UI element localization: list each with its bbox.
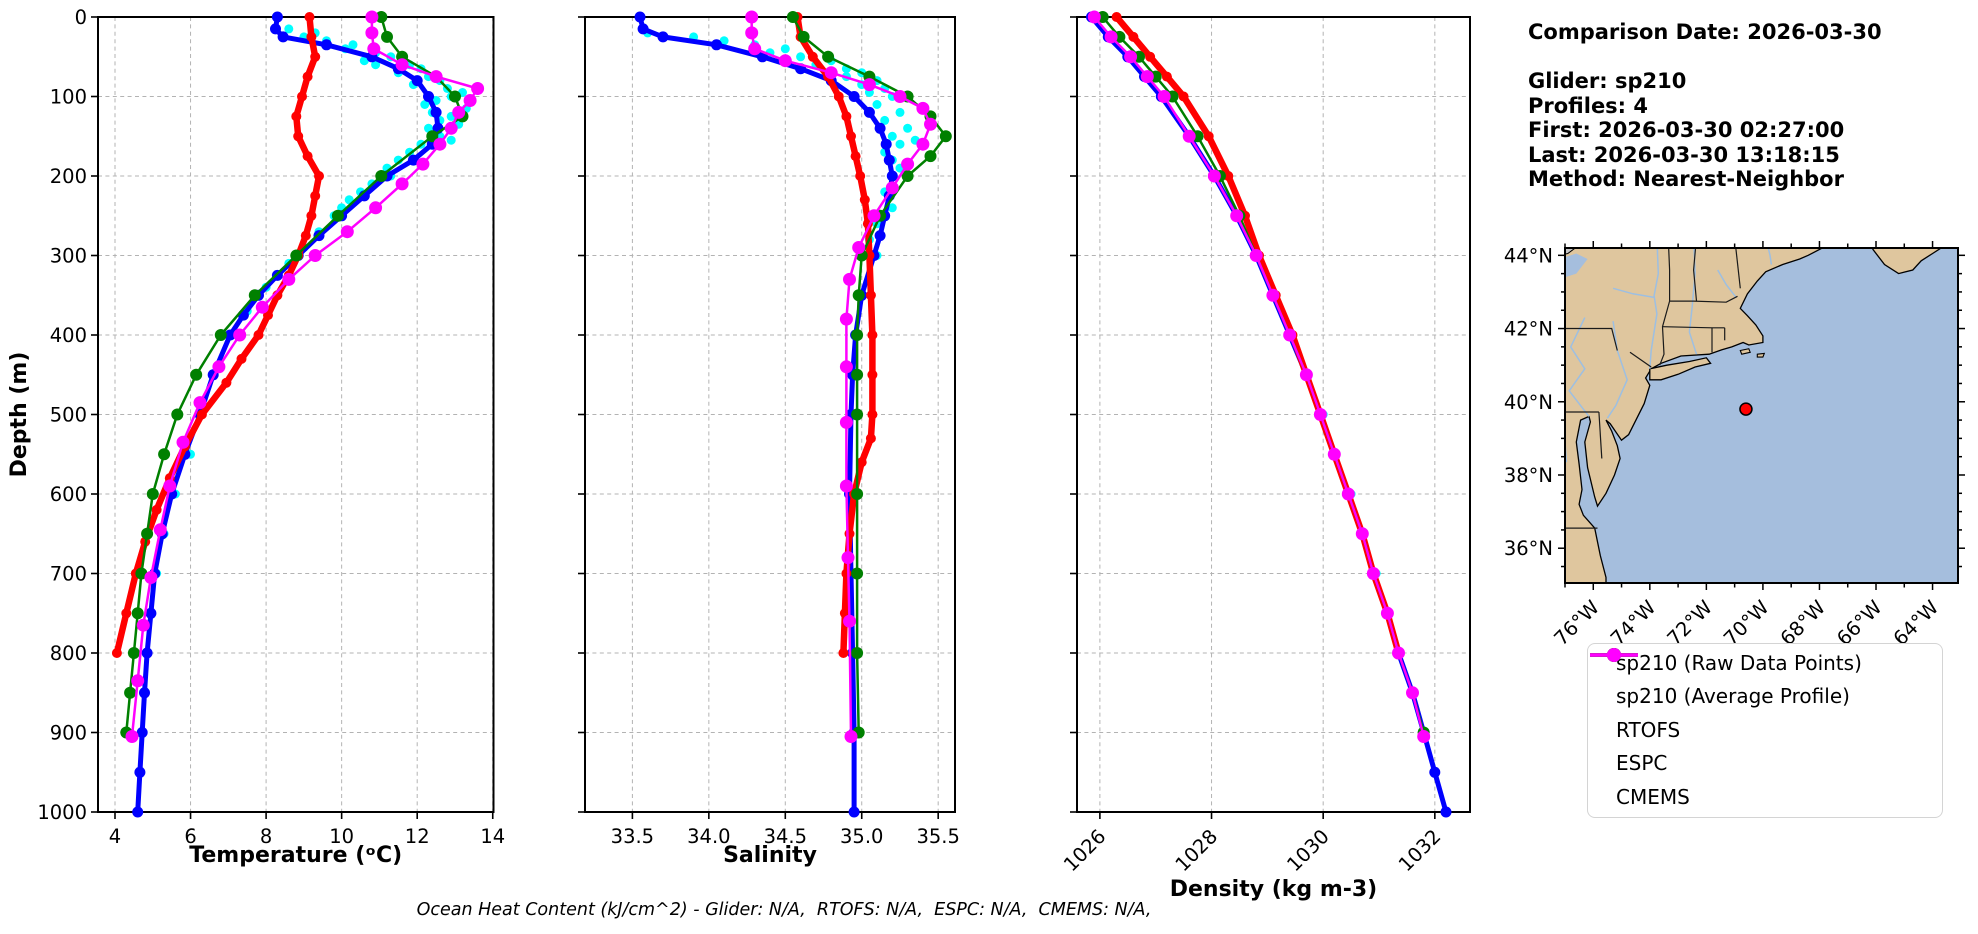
map-frame xyxy=(1564,247,1959,584)
map-glider-marker xyxy=(1739,402,1753,416)
legend-item: CMEMS xyxy=(1588,648,1942,814)
map-river xyxy=(1649,248,1660,369)
legend-item: RTOFS xyxy=(1588,648,1942,747)
map-river xyxy=(1767,248,1773,265)
density-series-espc xyxy=(1096,11,1430,739)
salinity-series-cmems xyxy=(745,10,937,743)
legend-label: RTOFS xyxy=(1616,717,1681,742)
temperature-xtick-label: 4 xyxy=(109,825,121,848)
depth-tick-label: 200 xyxy=(50,165,87,188)
density-plot: 1026 1028 1030 1032 Density (kg m-3) xyxy=(1059,10,1471,902)
density-xtick-label: 1030 xyxy=(1282,825,1333,876)
map-river xyxy=(1717,269,1737,298)
map-lat-label: 38°N xyxy=(1504,464,1553,487)
map-lat-label: 40°N xyxy=(1504,391,1553,414)
last-profile-time-text: Last: 2026-03-30 13:18:15 xyxy=(1528,142,1840,167)
temperature-xtick-label: 14 xyxy=(480,825,505,848)
map-state-border xyxy=(1735,248,1741,289)
legend-item: ESPC xyxy=(1588,648,1942,781)
map-state-border xyxy=(1668,248,1671,302)
map-island xyxy=(1756,352,1766,358)
info-panel: Comparison Date: 2026-03-30 Glider: sp21… xyxy=(1528,20,1882,192)
map-island xyxy=(1739,348,1751,355)
glider-name-text: Glider: sp210 xyxy=(1528,69,1687,93)
depth-tick-label: 1000 xyxy=(37,801,87,824)
legend-item: sp210 (Average Profile) xyxy=(1588,648,1942,714)
map-state-border xyxy=(1669,295,1738,303)
depth-tick-label: 900 xyxy=(50,722,87,745)
map-land-mainland xyxy=(1565,248,1824,583)
legend-label: sp210 (Average Profile) xyxy=(1616,684,1850,709)
temperature-plot: 4 6 8 10 12 14 0 100 200 300 400 500 600 700 800 900 100… xyxy=(7,6,505,868)
salinity-plot: 33.5 34.0 34.5 35.0 35.5 Salinity xyxy=(578,10,960,868)
depth-tick-label: 500 xyxy=(50,404,87,427)
map-river xyxy=(1606,321,1629,419)
depth-tick-label: 600 xyxy=(50,483,87,506)
density-xtick-label: 1028 xyxy=(1171,825,1222,876)
temperature-xlabel: Temperature (ᵒC) xyxy=(189,843,402,868)
comparison-date-text: Comparison Date: 2026-03-30 xyxy=(1528,20,1882,44)
first-profile-time-text: First: 2026-03-30 02:27:00 xyxy=(1528,118,1845,142)
salinity-xlabel: Salinity xyxy=(723,843,817,868)
footnote-caption: Ocean Heat Content (kJ/cm^2) - Glider: N… xyxy=(416,900,1152,920)
map-river xyxy=(1612,287,1655,299)
salinity-xtick-label: 35.0 xyxy=(840,825,883,848)
legend: sp210 (Raw Data Points) sp210 (Average Pr… xyxy=(1587,643,1943,818)
salinity-xtick-label: 34.5 xyxy=(764,825,807,848)
inset-map: 44°N42°N40°N38°N36°N76°W 74°W 72°W 70°W 68°W… xyxy=(1504,241,1965,650)
depth-tick-label: 100 xyxy=(50,86,87,109)
depth-tick-label: 400 xyxy=(50,324,87,347)
map-state-border xyxy=(1565,327,1618,351)
map-land-long-island xyxy=(1649,357,1712,381)
temperature-xtick-label: 10 xyxy=(329,825,354,848)
map-lat-label: 44°N xyxy=(1504,244,1553,267)
legend-label: sp210 (Raw Data Points) xyxy=(1616,650,1862,675)
density-xtick-label: 1032 xyxy=(1394,825,1445,876)
temperature-xtick-label: 6 xyxy=(184,825,196,848)
map-river xyxy=(1568,317,1590,417)
depth-tick-label: 700 xyxy=(50,563,87,586)
method-text: Method: Nearest-Neighbor xyxy=(1528,167,1844,191)
map-gray-region xyxy=(1565,248,1577,255)
density-xtick-label: 1026 xyxy=(1059,825,1110,876)
map-land-nova-scotia xyxy=(1871,248,1943,275)
map-state-border xyxy=(1629,351,1652,368)
legend-item: sp210 (Raw Data Points) xyxy=(1588,646,1942,680)
density-xlabel: Density (kg m-3) xyxy=(1170,877,1378,902)
legend-marker-cmems xyxy=(1590,648,1638,662)
profiles-count-text: Profiles: 4 xyxy=(1528,93,1649,118)
depth-tick-label: 800 xyxy=(50,642,87,665)
legend-label: CMEMS xyxy=(1616,784,1690,809)
map-state-border xyxy=(1659,300,1671,366)
density-series-sp210-raw-data-points xyxy=(1128,52,1381,578)
depth-axis-label: Depth (m) xyxy=(7,352,32,478)
temperature-series-cmems xyxy=(125,10,485,743)
temperature-series-sp210-raw-data-points xyxy=(152,24,471,578)
depth-tick-label: 300 xyxy=(50,245,87,268)
density-series-cmems xyxy=(1087,10,1431,743)
map-lat-label: 36°N xyxy=(1504,537,1553,560)
map-state-border xyxy=(1692,248,1698,302)
info-spacer xyxy=(1528,45,1882,70)
salinity-xtick-label: 34.0 xyxy=(687,825,730,848)
map-lat-label: 42°N xyxy=(1504,318,1553,341)
map-lake xyxy=(1565,253,1588,278)
salinity-xtick-label: 35.5 xyxy=(916,825,959,848)
depth-tick-label: 0 xyxy=(75,6,87,29)
legend-label: ESPC xyxy=(1616,751,1668,776)
temperature-xtick-label: 8 xyxy=(260,825,272,848)
map-state-border xyxy=(1598,411,1603,459)
temperature-xtick-label: 12 xyxy=(405,825,430,848)
salinity-xtick-label: 33.5 xyxy=(611,825,654,848)
